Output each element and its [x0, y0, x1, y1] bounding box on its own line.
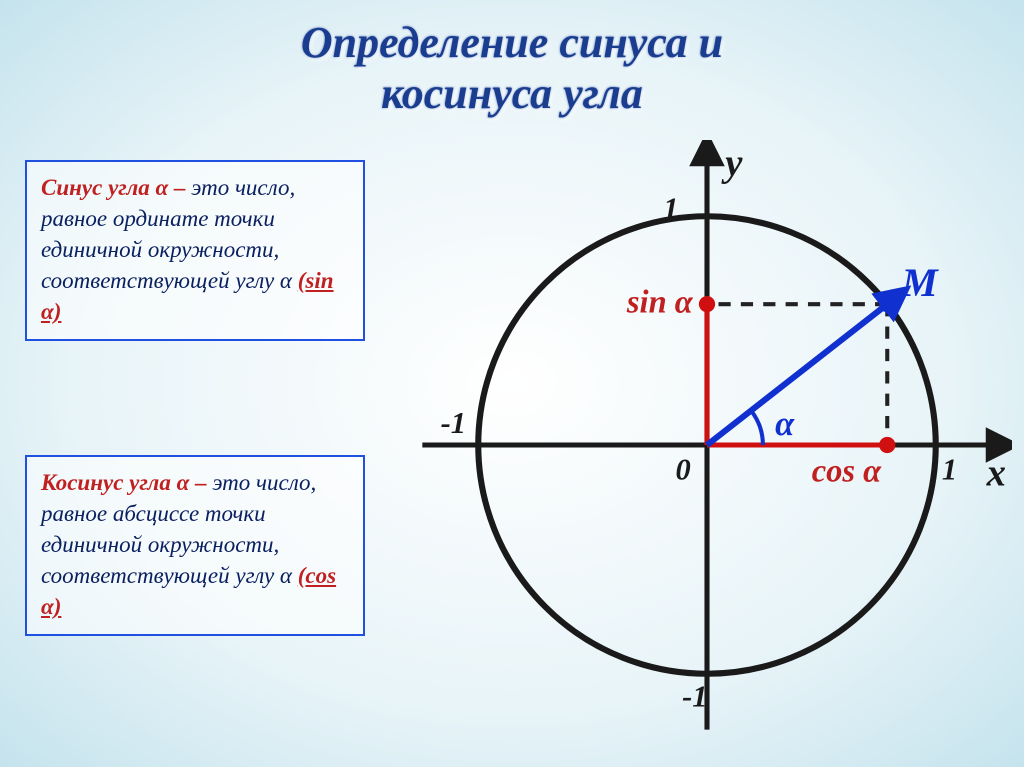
point-M-label: M: [900, 260, 939, 305]
x-tick-neg1: -1: [441, 406, 466, 440]
angle-arc: [751, 411, 763, 445]
sin-dot: [699, 296, 715, 312]
y-axis-label: y: [721, 143, 743, 185]
cos-dot: [879, 437, 895, 453]
definition-cos-box: Косинус угла α – это число, равное абсци…: [25, 455, 365, 636]
title-line1: Определение синуса и: [301, 18, 723, 67]
definition-sin-box: Синус угла α – это число, равное ординат…: [25, 160, 365, 341]
x-axis-label: x: [986, 453, 1006, 495]
title-line2: косинуса угла: [381, 69, 643, 118]
page-title: Определение синуса и косинуса угла: [0, 0, 1024, 119]
y-tick-1: 1: [663, 191, 678, 225]
def-sin-head: Синус угла α –: [41, 175, 186, 200]
alpha-label: α: [775, 405, 795, 443]
x-tick-1: 1: [942, 453, 957, 487]
point-M-dot: [879, 296, 895, 312]
origin-label: 0: [675, 453, 690, 487]
radius-vector: [707, 304, 887, 445]
y-tick-neg1: -1: [682, 679, 707, 713]
sin-label: sin α: [626, 284, 694, 320]
cos-label: cos α: [812, 454, 882, 490]
def-cos-head: Косинус угла α –: [41, 470, 207, 495]
unit-circle-diagram: yx1-11-10sin αcos αMα: [402, 140, 1012, 750]
